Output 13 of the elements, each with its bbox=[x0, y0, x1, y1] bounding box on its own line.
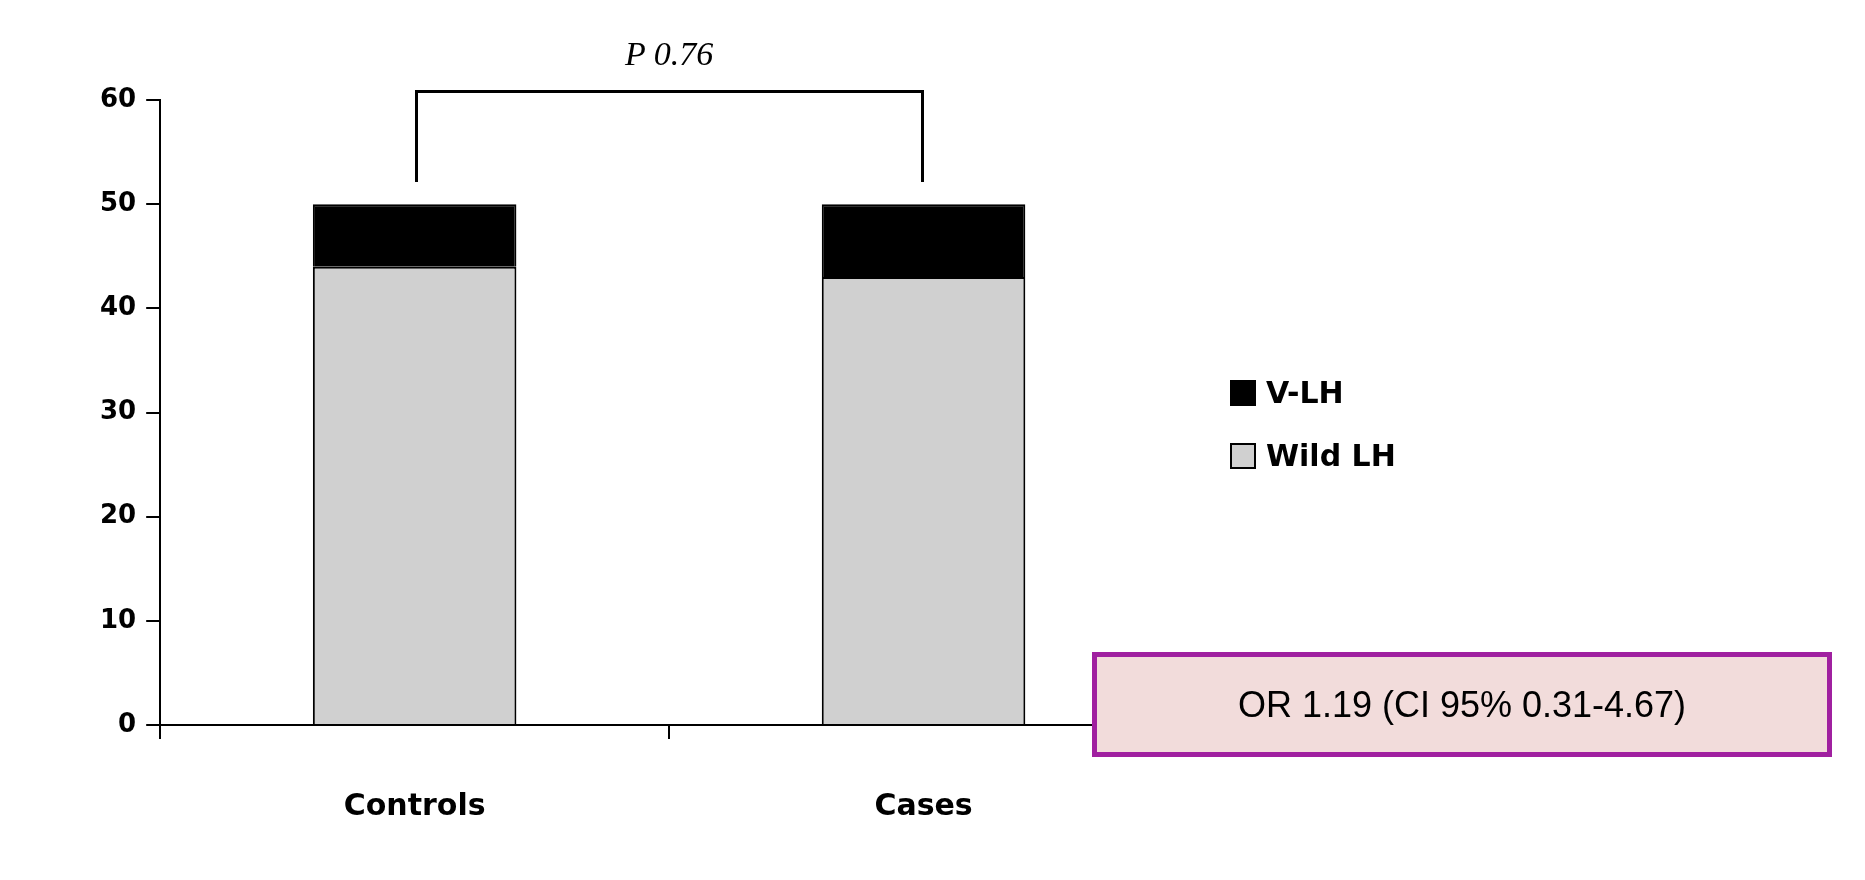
y-tick-label: 0 bbox=[118, 707, 137, 738]
legend-label: Wild LH bbox=[1266, 438, 1396, 473]
y-tick-label: 10 bbox=[99, 603, 137, 634]
y-tick-label: 30 bbox=[99, 395, 137, 426]
x-tick-label: Controls bbox=[343, 786, 486, 822]
y-tick-label: 20 bbox=[99, 499, 137, 530]
text-box: OR 1.19 (CI 95% 0.31-4.67) bbox=[1092, 652, 1832, 757]
y-tick-label: 50 bbox=[99, 186, 137, 217]
y-tick-label: 60 bbox=[99, 82, 137, 113]
x-tick-label: Cases bbox=[874, 786, 973, 822]
legend-label: V-LH bbox=[1266, 375, 1344, 410]
y-tick-label: 40 bbox=[99, 291, 137, 322]
text: P 0.76 bbox=[625, 35, 714, 73]
